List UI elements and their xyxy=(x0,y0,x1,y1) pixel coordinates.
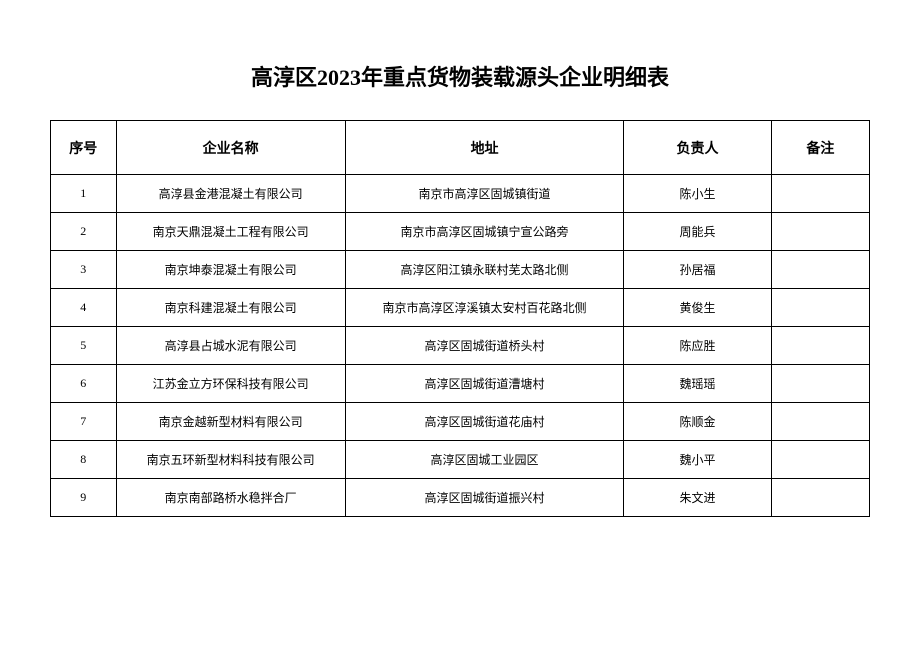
table-row: 2 南京天鼎混凝土工程有限公司 南京市高淳区固城镇宁宣公路旁 周能兵 xyxy=(51,213,870,251)
cell-address: 高淳区固城街道振兴村 xyxy=(345,479,623,517)
cell-seq: 6 xyxy=(51,365,117,403)
cell-company: 南京南部路桥水稳拌合厂 xyxy=(116,479,345,517)
cell-person: 孙居福 xyxy=(624,251,771,289)
cell-address: 南京市高淳区淳溪镇太安村百花路北侧 xyxy=(345,289,623,327)
cell-address: 高淳区阳江镇永联村芜太路北侧 xyxy=(345,251,623,289)
cell-remark xyxy=(771,251,869,289)
cell-seq: 7 xyxy=(51,403,117,441)
cell-remark xyxy=(771,289,869,327)
cell-person: 陈顺金 xyxy=(624,403,771,441)
cell-seq: 8 xyxy=(51,441,117,479)
cell-remark xyxy=(771,327,869,365)
cell-remark xyxy=(771,479,869,517)
cell-seq: 3 xyxy=(51,251,117,289)
cell-person: 陈小生 xyxy=(624,175,771,213)
header-remark: 备注 xyxy=(771,121,869,175)
cell-seq: 2 xyxy=(51,213,117,251)
cell-address: 高淳区固城工业园区 xyxy=(345,441,623,479)
cell-company: 南京科建混凝土有限公司 xyxy=(116,289,345,327)
table-row: 4 南京科建混凝土有限公司 南京市高淳区淳溪镇太安村百花路北侧 黄俊生 xyxy=(51,289,870,327)
cell-company: 南京坤泰混凝土有限公司 xyxy=(116,251,345,289)
cell-address: 高淳区固城街道漕塘村 xyxy=(345,365,623,403)
cell-address: 高淳区固城街道桥头村 xyxy=(345,327,623,365)
table-row: 3 南京坤泰混凝土有限公司 高淳区阳江镇永联村芜太路北侧 孙居福 xyxy=(51,251,870,289)
table-row: 5 高淳县占城水泥有限公司 高淳区固城街道桥头村 陈应胜 xyxy=(51,327,870,365)
table-row: 1 高淳县金港混凝土有限公司 南京市高淳区固城镇街道 陈小生 xyxy=(51,175,870,213)
cell-person: 陈应胜 xyxy=(624,327,771,365)
cell-company: 江苏金立方环保科技有限公司 xyxy=(116,365,345,403)
cell-person: 朱文进 xyxy=(624,479,771,517)
cell-remark xyxy=(771,441,869,479)
cell-seq: 4 xyxy=(51,289,117,327)
cell-remark xyxy=(771,175,869,213)
cell-remark xyxy=(771,213,869,251)
cell-person: 黄俊生 xyxy=(624,289,771,327)
page-title: 高淳区2023年重点货物装载源头企业明细表 xyxy=(50,60,870,92)
cell-company: 高淳县占城水泥有限公司 xyxy=(116,327,345,365)
table-row: 7 南京金越新型材料有限公司 高淳区固城街道花庙村 陈顺金 xyxy=(51,403,870,441)
enterprise-table: 序号 企业名称 地址 负责人 备注 1 高淳县金港混凝土有限公司 南京市高淳区固… xyxy=(50,120,870,517)
cell-seq: 1 xyxy=(51,175,117,213)
cell-address: 南京市高淳区固城镇宁宣公路旁 xyxy=(345,213,623,251)
cell-person: 魏瑶瑶 xyxy=(624,365,771,403)
cell-company: 高淳县金港混凝土有限公司 xyxy=(116,175,345,213)
cell-company: 南京五环新型材料科技有限公司 xyxy=(116,441,345,479)
cell-address: 高淳区固城街道花庙村 xyxy=(345,403,623,441)
header-company: 企业名称 xyxy=(116,121,345,175)
header-seq: 序号 xyxy=(51,121,117,175)
cell-company: 南京天鼎混凝土工程有限公司 xyxy=(116,213,345,251)
cell-person: 魏小平 xyxy=(624,441,771,479)
table-header-row: 序号 企业名称 地址 负责人 备注 xyxy=(51,121,870,175)
cell-seq: 9 xyxy=(51,479,117,517)
table-row: 6 江苏金立方环保科技有限公司 高淳区固城街道漕塘村 魏瑶瑶 xyxy=(51,365,870,403)
cell-remark xyxy=(771,365,869,403)
table-row: 9 南京南部路桥水稳拌合厂 高淳区固城街道振兴村 朱文进 xyxy=(51,479,870,517)
header-address: 地址 xyxy=(345,121,623,175)
cell-remark xyxy=(771,403,869,441)
cell-address: 南京市高淳区固城镇街道 xyxy=(345,175,623,213)
header-person: 负责人 xyxy=(624,121,771,175)
cell-person: 周能兵 xyxy=(624,213,771,251)
table-row: 8 南京五环新型材料科技有限公司 高淳区固城工业园区 魏小平 xyxy=(51,441,870,479)
cell-company: 南京金越新型材料有限公司 xyxy=(116,403,345,441)
cell-seq: 5 xyxy=(51,327,117,365)
